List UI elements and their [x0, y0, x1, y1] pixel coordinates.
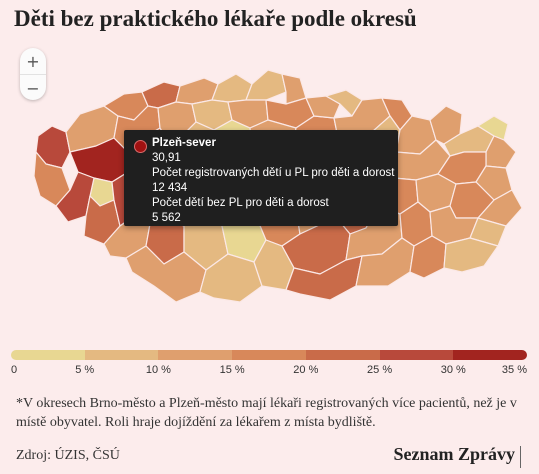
tooltip-color-dot [134, 140, 147, 153]
legend-ticks: 0 5 % 10 % 15 % 20 % 25 % 30 % 35 % [11, 364, 527, 378]
brand-divider [520, 446, 521, 468]
district-region[interactable] [55, 171, 95, 223]
page-title: Děti bez praktického lékaře podle okresů [14, 6, 417, 31]
footnote: *V okresech Brno-město a Plzeň-město maj… [16, 396, 517, 430]
color-legend [11, 350, 527, 360]
legend-tick-label: 30 % [440, 364, 466, 376]
district-region[interactable] [477, 189, 523, 227]
zoom-in-button[interactable]: + [26, 51, 40, 71]
tooltip-percent-value: 30,91 [152, 152, 181, 164]
district-region[interactable] [443, 237, 499, 273]
zoom-out-button[interactable]: − [20, 74, 46, 101]
legend-swatch [453, 350, 527, 360]
legend-swatch [379, 350, 454, 360]
legend-tick-label: 0 [11, 364, 18, 376]
legend-swatch [11, 350, 85, 360]
district-region[interactable] [199, 253, 263, 303]
tooltip-value-registered: 12 434 [152, 182, 188, 194]
source-credit: Zdroj: ÚZIS, ČSÚ [16, 448, 120, 463]
tooltip-value-without-doctor: 5 562 [152, 212, 181, 224]
zoom-control: + − [20, 48, 46, 100]
district-region[interactable] [125, 245, 207, 303]
district-region[interactable] [211, 73, 253, 103]
legend-tick-label: 5 % [75, 364, 95, 376]
legend-tick-label: 10 % [145, 364, 171, 376]
legend-swatch [84, 350, 159, 360]
legend-swatch [158, 350, 233, 360]
legend-tick-label: 20 % [293, 364, 319, 376]
brand-logo: Seznam Zprávy [393, 444, 516, 464]
district-region[interactable] [305, 95, 341, 119]
legend-swatch [305, 350, 380, 360]
legend-tick-label: 15 % [219, 364, 245, 376]
legend-swatch [232, 350, 306, 360]
district-region[interactable] [477, 115, 509, 141]
legend-tick-label: 35 % [501, 364, 527, 376]
tooltip-district-name: Plzeň-sever [152, 137, 216, 149]
tooltip-label-registered: Počet registrovaných dětí u PL pro děti … [152, 167, 395, 179]
tooltip-label-without-doctor: Počet dětí bez PL pro děti a dorost [152, 197, 329, 209]
district-tooltip: Plzeň-sever 30,91 Počet registrovaných d… [124, 130, 398, 226]
district-region[interactable] [245, 69, 287, 101]
legend-tick-label: 25 % [367, 364, 393, 376]
